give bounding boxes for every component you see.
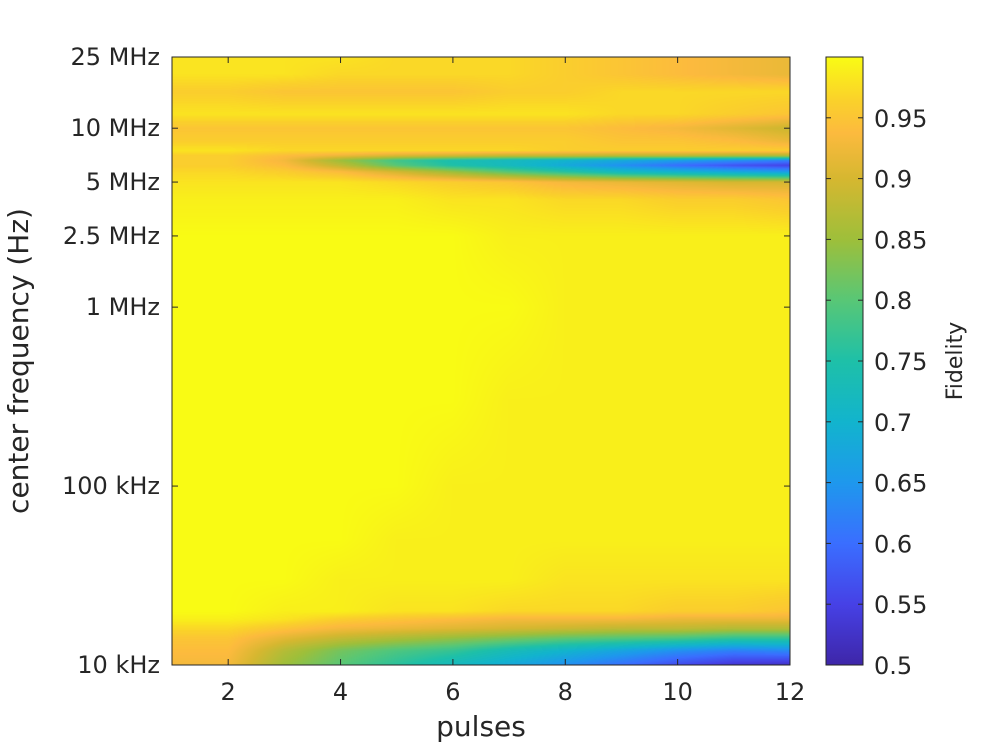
colorbar-ticks: 0.5 0.55 0.6 0.65 0.7 0.75 0.8 0.85 0.9 0.95 xyxy=(826,105,927,680)
x-tick-label: 10 xyxy=(662,678,693,706)
y-tick-label: 10 kHz xyxy=(77,651,160,679)
y-axis-ticks: 10 kHz 100 kHz 1 MHz 2.5 MHz 5 MHz 10 MHz 25 M… xyxy=(62,43,790,679)
heatmap-image xyxy=(172,57,790,665)
colorbar-tick-label: 0.6 xyxy=(874,530,912,558)
x-axis-ticks: 2 4 6 8 10 12 xyxy=(221,57,806,706)
x-axis-label: pulses xyxy=(436,710,526,743)
x-tick-label: 6 xyxy=(445,678,460,706)
y-tick-label: 10 MHz xyxy=(70,114,160,142)
x-tick-label: 12 xyxy=(775,678,806,706)
colorbar-tick-label: 0.8 xyxy=(874,287,912,315)
colorbar-tick-label: 0.65 xyxy=(874,470,927,498)
x-tick-label: 8 xyxy=(558,678,573,706)
colorbar-tick-label: 0.7 xyxy=(874,409,912,437)
y-tick-label: 2.5 MHz xyxy=(63,222,160,250)
colorbar-tick-label: 0.85 xyxy=(874,226,927,254)
colorbar-tick-label: 0.75 xyxy=(874,348,927,376)
colorbar-tick-label: 0.95 xyxy=(874,105,927,133)
y-axis-label: center frequency (Hz) xyxy=(2,208,35,514)
y-tick-label: 25 MHz xyxy=(70,43,160,71)
colorbar-tick-label: 0.5 xyxy=(874,652,912,680)
colorbar-label: Fidelity xyxy=(943,322,968,401)
y-tick-label: 5 MHz xyxy=(86,168,160,196)
colorbar xyxy=(825,56,864,666)
y-tick-label: 1 MHz xyxy=(86,293,160,321)
x-tick-label: 2 xyxy=(221,678,236,706)
colorbar-tick-label: 0.9 xyxy=(874,166,912,194)
plot-frame xyxy=(171,56,791,666)
y-tick-label: 100 kHz xyxy=(62,472,160,500)
x-tick-label: 4 xyxy=(333,678,348,706)
colorbar-tick-label: 0.55 xyxy=(874,591,927,619)
